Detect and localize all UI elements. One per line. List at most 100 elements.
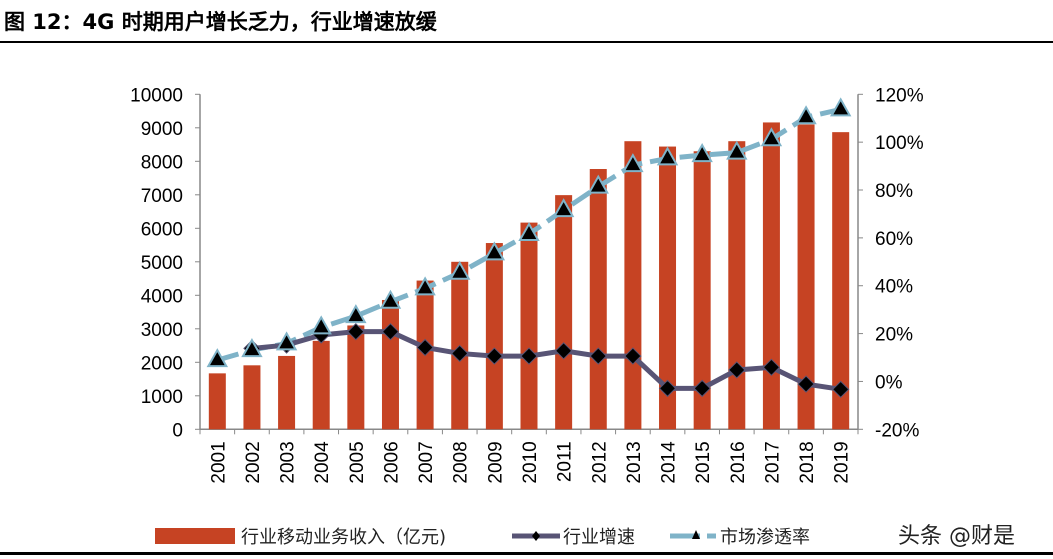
left-tick-label: 0 xyxy=(172,420,183,441)
growth-point xyxy=(762,358,781,377)
x-tick-label: 2011 xyxy=(555,441,576,482)
bar xyxy=(381,299,399,430)
bar xyxy=(278,355,296,430)
penetration-point xyxy=(552,198,575,218)
penetration-point xyxy=(310,315,332,335)
growth-point xyxy=(693,379,711,398)
left-tick-label: 2000 xyxy=(141,353,183,374)
chart-title: 图 12：4G 时期用户增长乏力，行业增速放缓 xyxy=(4,10,437,34)
penetration-point xyxy=(414,276,436,296)
growth-point xyxy=(554,342,573,360)
bar xyxy=(485,243,503,430)
penetration-point xyxy=(587,174,609,194)
growth-point xyxy=(416,338,434,357)
penetration-point xyxy=(829,97,852,117)
right-tick-label: 80% xyxy=(875,181,913,202)
left-tick-label: 9000 xyxy=(141,119,183,140)
right-tick-label: 20% xyxy=(875,325,913,346)
bar xyxy=(208,373,226,430)
penetration-point xyxy=(622,153,644,173)
bar xyxy=(312,340,330,430)
x-tick-label: 2001 xyxy=(208,441,229,483)
x-tick-label: 2012 xyxy=(589,441,610,483)
x-tick-label: 2003 xyxy=(278,441,299,483)
x-tick-label: 2005 xyxy=(347,441,368,483)
legend-label-revenue: 行业移动业务收入（亿元) xyxy=(241,527,446,548)
x-tick-label: 2008 xyxy=(451,441,472,483)
x-tick-label: 2018 xyxy=(797,441,818,483)
right-tick-label: 120% xyxy=(875,85,924,106)
growth-point xyxy=(451,344,469,363)
right-tick-label: 40% xyxy=(875,277,913,298)
x-tick-label: 2010 xyxy=(520,441,541,483)
x-tick-label: 2009 xyxy=(485,441,506,483)
penetration-point xyxy=(760,127,783,147)
left-tick-label: 3000 xyxy=(141,320,183,341)
left-tick-label: 1000 xyxy=(141,387,183,408)
penetration-point xyxy=(726,140,748,160)
bar xyxy=(520,222,538,430)
bar xyxy=(762,122,780,430)
penetration-point xyxy=(795,105,817,125)
x-tick-label: 2015 xyxy=(693,441,714,483)
bar xyxy=(693,151,711,430)
bar xyxy=(589,169,607,430)
bottom-rule xyxy=(0,552,1053,555)
left-tick-label: 6000 xyxy=(141,219,183,240)
right-tick-label: 0% xyxy=(875,372,903,393)
penetration-point xyxy=(483,241,506,261)
x-tick-label: 2016 xyxy=(728,441,749,483)
growth-point xyxy=(797,375,815,393)
x-tick-label: 2007 xyxy=(416,441,437,483)
growth-point xyxy=(485,347,504,365)
growth-point xyxy=(381,322,400,341)
x-tick-label: 2019 xyxy=(832,441,853,483)
x-tick-label: 2002 xyxy=(243,441,264,483)
legend-marker-growth xyxy=(532,531,540,541)
bar xyxy=(659,146,677,430)
legend-swatch-revenue xyxy=(155,528,235,544)
x-tick-label: 2004 xyxy=(312,441,333,484)
growth-point xyxy=(347,322,365,341)
x-tick-label: 2017 xyxy=(762,441,783,483)
x-tick-label: 2014 xyxy=(659,441,680,484)
bar xyxy=(832,132,850,430)
watermark: 头条 @财是 xyxy=(898,524,1015,549)
x-tick-label: 2006 xyxy=(381,441,402,483)
left-tick-label: 5000 xyxy=(141,253,183,274)
growth-point xyxy=(589,347,607,365)
right-tick-label: 60% xyxy=(875,229,913,250)
penetration-point xyxy=(345,304,367,324)
left-tick-label: 7000 xyxy=(141,186,183,207)
penetration-point xyxy=(656,146,679,166)
left-tick-label: 8000 xyxy=(141,152,183,173)
growth-point xyxy=(658,379,677,398)
title-rule xyxy=(0,41,1053,43)
penetration-point xyxy=(206,348,229,368)
growth-point xyxy=(520,347,538,365)
x-tick-label: 2013 xyxy=(624,441,645,483)
legend-marker-penetration xyxy=(692,530,700,539)
penetration-point xyxy=(518,222,540,242)
left-tick-label: 4000 xyxy=(141,286,183,307)
bar xyxy=(555,195,573,430)
penetration-point xyxy=(691,143,713,163)
penetration-point xyxy=(449,260,471,280)
legend-label-growth: 行业增速 xyxy=(563,527,635,548)
bar xyxy=(728,141,746,430)
bar xyxy=(243,365,261,430)
growth-line xyxy=(251,329,842,392)
growth-point xyxy=(831,380,850,399)
growth-point xyxy=(728,361,746,379)
left-tick-label: 10000 xyxy=(130,85,183,106)
growth-point xyxy=(624,347,642,365)
right-tick-label: 100% xyxy=(875,133,924,154)
penetration-point xyxy=(379,289,402,309)
right-tick-label: -20% xyxy=(875,420,919,441)
legend-label-penetration: 市场渗透率 xyxy=(720,527,810,548)
penetration-point xyxy=(275,331,298,351)
bar xyxy=(797,124,815,430)
bar xyxy=(624,141,642,430)
penetration-point xyxy=(241,338,263,358)
